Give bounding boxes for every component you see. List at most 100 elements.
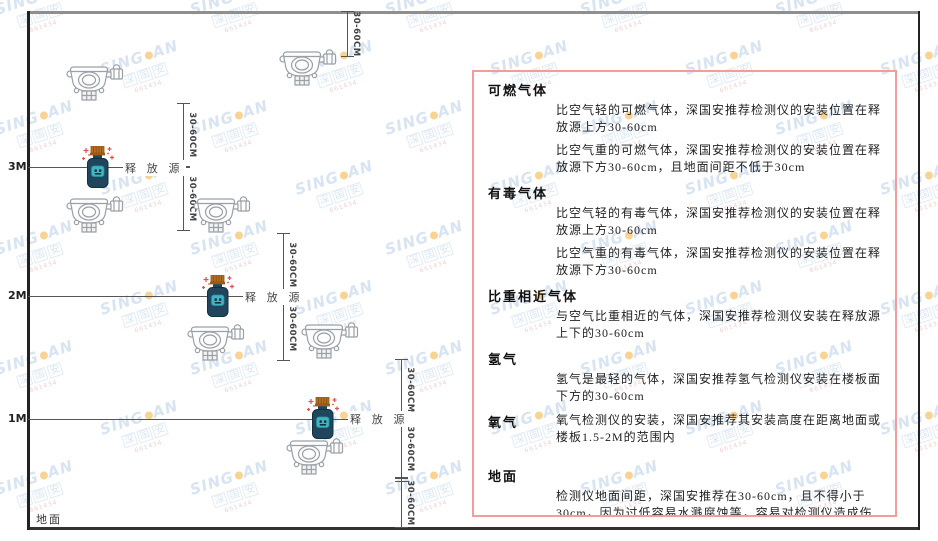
height-line-1m [28, 419, 401, 420]
watermark-dot-icon [533, 50, 544, 61]
watermark-dot-icon [38, 0, 49, 1]
watermark-dot-icon [233, 470, 244, 481]
watermark-dot-icon [428, 350, 439, 361]
watermark-dot-icon [923, 290, 934, 301]
watermark-dot-icon [38, 350, 49, 361]
watermark-dot-icon [428, 470, 439, 481]
section-heading: 氢气 [488, 352, 519, 367]
watermark-subtext: 深国安 [0, 0, 88, 37]
section-toxic-gas: 有毒气体 比空气轻的有毒气体，深国安推荐检测仪的安装位置在释放源上方30-60c… [488, 183, 881, 279]
watermark-subtext: 深国安 [381, 0, 478, 37]
release-source-label: 释 放 源 [123, 160, 186, 176]
section-paragraph: 比空气重的可燃气体，深国安推荐检测仪的安装位置在释放源下方30-60cm，且地面… [556, 143, 882, 174]
section-oxygen: 氧气 氧气检测仪的安装，深国安推荐其安装高度在距离地面或楼板1.5-2M的范围内 [488, 412, 881, 452]
height-label-2m: 2M [8, 289, 27, 302]
floor-line [28, 527, 920, 530]
watermark-tinytext: 661434 [223, 498, 254, 515]
watermark-dot-icon [143, 50, 154, 61]
section-ground: 地面 检测仪地面间距，深国安推荐在30-60cm，且不得小于30cm，因为过低容… [488, 466, 881, 517]
watermark-subtext: 深国安 [186, 110, 283, 157]
section-paragraph: 检测仪地面间距，深国安推荐在30-60cm，且不得小于30cm，因为过低容易水溅… [556, 489, 873, 517]
section-hydrogen: 氢气 氢气是最轻的气体，深国安推荐氢气检测仪安装在楼板面下方的30-60cm [488, 349, 881, 405]
watermark-tinytext: 661434 [418, 258, 449, 275]
section-heading: 可燃气体 [488, 83, 549, 98]
watermark-subtext: 深国安 [381, 230, 478, 277]
dimension-label: 30-60CM [405, 480, 415, 526]
watermark-tinytext: 661434 [133, 318, 164, 335]
section-heading: 地面 [488, 469, 519, 484]
release-source: 释 放 源 [306, 396, 411, 442]
height-label-1m: 1M [8, 412, 27, 425]
section-heading: 比重相近气体 [488, 289, 579, 304]
section-paragraph: 比空气重的有毒气体，深国安推荐检测仪的安装位置在释放源下方30-60cm [556, 246, 882, 277]
gas-detector-icon [278, 45, 338, 91]
watermark-subtext: 深国安 [0, 350, 88, 397]
section-heading: 有毒气体 [488, 186, 549, 201]
watermark-subtext: 深国安 [96, 410, 193, 457]
watermark-dot-icon [818, 0, 829, 1]
watermark-dot-icon [428, 110, 439, 121]
section-heading: 氧气 [488, 415, 519, 430]
ground-label: 地面 [36, 514, 62, 526]
release-source: 释 放 源 [81, 145, 186, 191]
gas-detector-icon [186, 320, 246, 366]
release-source: 释 放 源 [201, 274, 306, 320]
watermark-dot-icon [428, 0, 439, 1]
watermark-dot-icon [923, 170, 934, 181]
watermark-subtext: 深国安 [291, 170, 388, 217]
watermark-dot-icon [428, 230, 439, 241]
gas-detector-icon [65, 60, 125, 106]
watermark-dot-icon [233, 110, 244, 121]
watermark-dot-icon [338, 290, 349, 301]
watermark-dot-icon [38, 470, 49, 481]
dimension-label: 30-60CM [351, 11, 361, 57]
release-source-label: 释 放 源 [243, 289, 306, 305]
section-combustible-gas: 可燃气体 比空气轻的可燃气体，深国安推荐检测仪的安装位置在释放源上方30-60c… [488, 80, 881, 176]
section-paragraph: 与空气比重相近的气体，深国安推荐检测仪安装在释放源上下的30-60cm [556, 309, 882, 340]
gas-detector-icon [65, 192, 125, 238]
watermark-subtext: 深国安 [186, 470, 283, 517]
watermark-dot-icon [923, 50, 934, 61]
watermark-subtext: 深国安 [381, 350, 478, 397]
watermark-dot-icon [233, 0, 244, 1]
section-paragraph: 比空气轻的可燃气体，深国安推荐检测仪的安装位置在释放源上方30-60cm [556, 103, 882, 134]
watermark-tinytext: 661434 [223, 138, 254, 155]
watermark-subtext: 深国安 [771, 0, 868, 37]
watermark-subtext: 深国安 [186, 0, 283, 37]
height-line-2m [28, 296, 283, 297]
watermark-dot-icon [38, 110, 49, 121]
watermark-subtext: 深国安 [381, 110, 478, 157]
gas-detector-icon [300, 318, 360, 364]
dimension-label: 30-60CM [187, 112, 197, 158]
section-paragraph: 氧气检测仪的安装，深国安推荐其安装高度在距离地面或楼板1.5-2M的范围内 [556, 413, 882, 444]
left-wall-line [27, 11, 30, 530]
ceiling-line [28, 11, 920, 14]
watermark-tinytext: 661434 [328, 198, 359, 215]
section-paragraph: 比空气轻的有毒气体，深国安推荐检测仪的安装位置在释放源上方30-60cm [556, 206, 882, 237]
watermark-subtext: 深国安 [96, 290, 193, 337]
watermark-tinytext: 661434 [133, 438, 164, 455]
watermark-dot-icon [923, 410, 934, 421]
watermark-tinytext: 661434 [28, 258, 59, 275]
watermark-dot-icon [623, 0, 634, 1]
